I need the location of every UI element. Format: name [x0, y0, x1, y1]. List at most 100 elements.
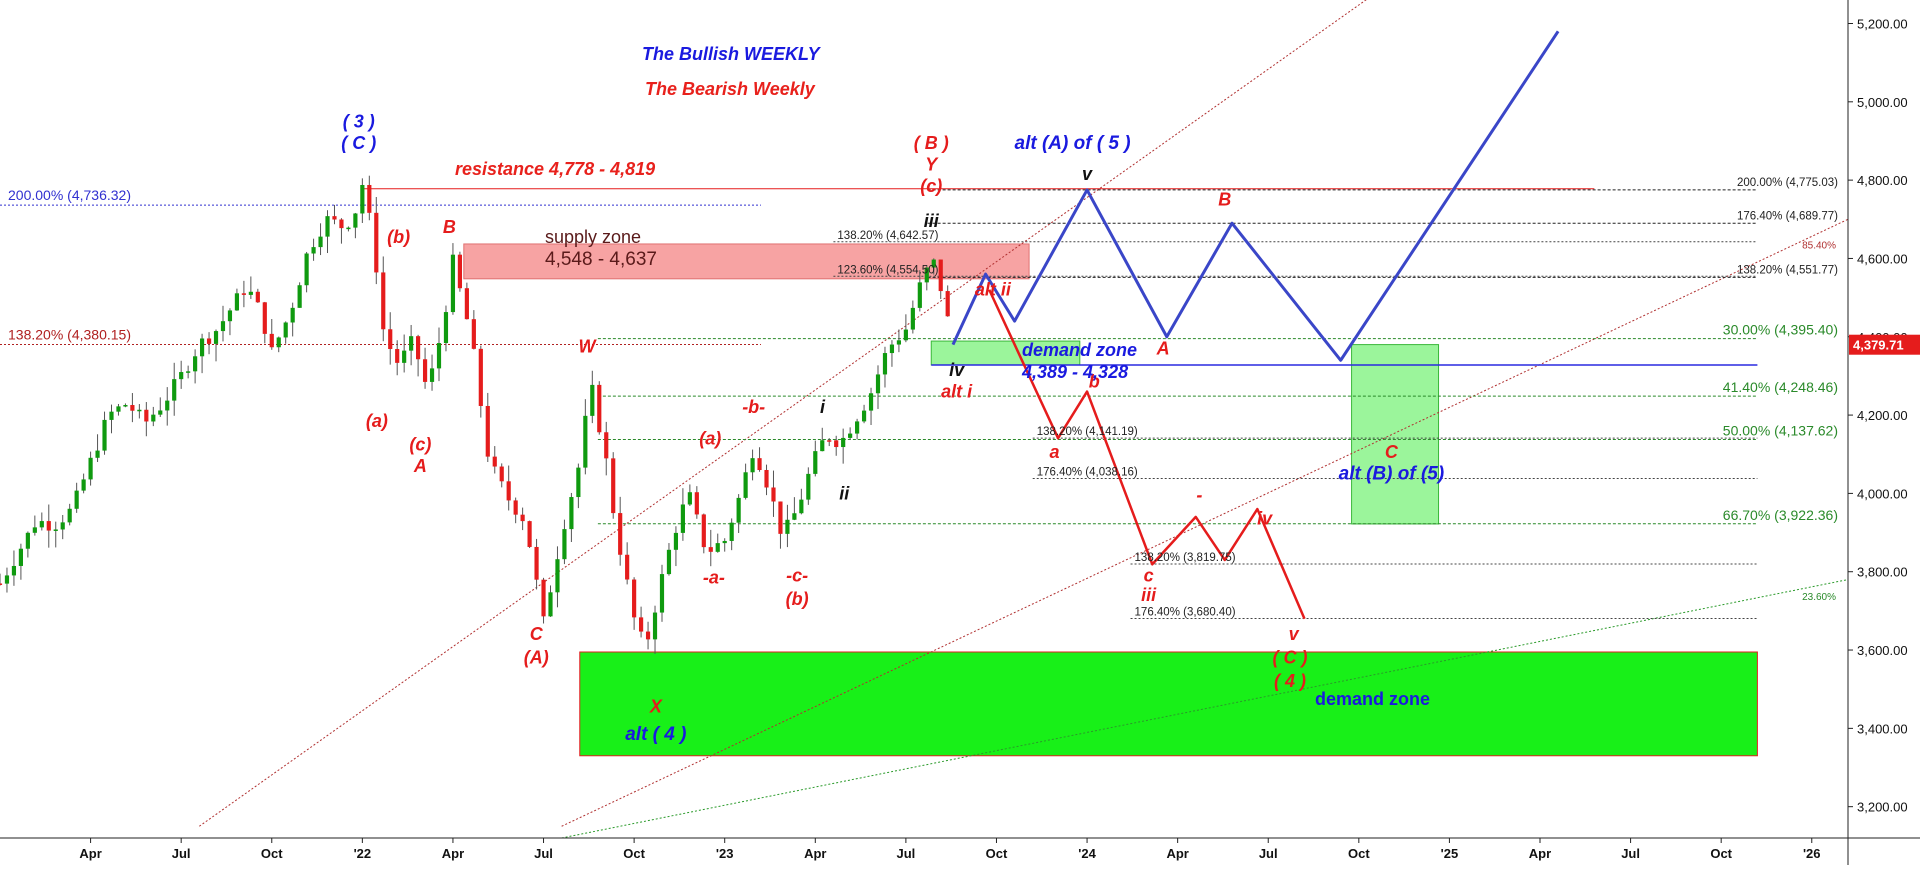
demand-zone-big: [579, 651, 1758, 757]
candle-body: [889, 344, 895, 354]
wave-label: (a): [699, 428, 721, 448]
candle-body: [471, 319, 476, 349]
x-tick-label: Oct: [986, 846, 1008, 861]
inner-level-label: 138.20% (4,141.19): [1037, 426, 1138, 438]
wave-label: -c-: [786, 566, 808, 586]
candle-body: [618, 513, 623, 555]
right-level-label: 138.20% (4,551.77): [1737, 264, 1838, 276]
y-tick-label: 3,400.00: [1857, 721, 1908, 736]
candle-body: [325, 216, 330, 237]
candle-body: [422, 359, 428, 382]
candle-body: [625, 554, 630, 580]
candle-body: [792, 513, 797, 520]
last-price-tag-text: 4,379.71: [1853, 338, 1904, 353]
wave-label: alt (B) of (5): [1339, 464, 1445, 485]
candle-body: [799, 499, 804, 514]
candle-body: [861, 410, 867, 422]
candle-body: [938, 259, 943, 292]
candle-body: [144, 409, 149, 422]
candle-body: [395, 349, 400, 363]
demand-zone-near-label: demand zone: [1022, 340, 1137, 360]
candle-body: [67, 508, 72, 523]
candle-body: [381, 272, 386, 330]
candle-body: [736, 497, 741, 523]
wave-label: iii: [1141, 585, 1157, 605]
candle-body: [555, 559, 560, 593]
candle-body: [520, 514, 525, 522]
candle-body: [841, 437, 846, 448]
demand-zone-big-label: demand zone: [1315, 689, 1430, 709]
wave-label: iv: [1257, 509, 1273, 529]
candle-body: [450, 254, 456, 313]
candle-body: [60, 522, 65, 530]
left-level-label: 200.00% (4,736.32): [8, 187, 131, 203]
candle-body: [367, 184, 372, 213]
candle-body: [492, 456, 497, 467]
demand-zone-near-range: 4,389 - 4,328: [1021, 362, 1128, 382]
candle-body: [234, 293, 240, 311]
supply-zone-range: 4,548 - 4,637: [545, 249, 657, 270]
candle-body: [896, 340, 902, 345]
candle-body: [694, 492, 699, 515]
candle-body: [53, 529, 58, 531]
wave-label: B: [443, 217, 456, 237]
candle-body: [590, 384, 595, 416]
wave-label: alt (A) of ( 5 ): [1015, 133, 1131, 154]
y-tick-label: 3,200.00: [1857, 800, 1908, 815]
candle-body: [673, 532, 679, 550]
candle-body: [339, 219, 344, 229]
candle-body: [457, 254, 462, 289]
trendline-upper: [199, 0, 1367, 827]
x-tick-label: Apr: [1166, 846, 1188, 861]
candle-body: [645, 631, 651, 640]
wave-label: -: [1196, 485, 1202, 505]
candle-body: [374, 212, 379, 273]
candle-body: [597, 384, 602, 433]
wave-label: (A): [524, 648, 549, 668]
y-tick-label: 4,000.00: [1857, 486, 1908, 501]
candle-body: [806, 473, 811, 500]
candle-body: [388, 329, 393, 350]
candle-body: [632, 579, 637, 618]
candle-body: [227, 310, 233, 322]
x-tick-label: Apr: [442, 846, 464, 861]
candle-body: [360, 184, 365, 214]
x-tick-label: Oct: [1348, 846, 1370, 861]
trendline-lower: [561, 218, 1849, 827]
x-tick-label: Jul: [896, 846, 915, 861]
wave-label: alt i: [941, 381, 973, 401]
candle-body: [541, 579, 546, 617]
candle-body: [583, 415, 588, 468]
wave-label: i: [820, 397, 826, 417]
wave-label: ( 4 ): [1274, 671, 1306, 691]
bull-projection-path: [951, 30, 1560, 362]
candle-body: [25, 532, 30, 549]
wave-label: ( C ): [341, 133, 376, 153]
candle-body: [687, 492, 692, 505]
paths-layer: [951, 30, 1560, 620]
candle-body: [311, 247, 316, 254]
candle-body: [269, 333, 274, 348]
candle-body: [910, 307, 915, 330]
right-level-label: 30.00% (4,395.40): [1723, 322, 1838, 338]
candle-body: [443, 312, 449, 344]
left-level-label: 138.20% (4,380.15): [8, 327, 131, 343]
candle-body: [32, 527, 37, 533]
resistance-label: resistance 4,778 - 4,819: [455, 159, 655, 179]
y-tick-label: 4,200.00: [1857, 408, 1908, 423]
x-tick-label: Apr: [804, 846, 826, 861]
x-tick-label: Jul: [534, 846, 553, 861]
candle-body: [4, 575, 10, 584]
candle-body: [827, 440, 832, 442]
candle-body: [764, 469, 769, 488]
candle-body: [18, 548, 23, 566]
candle-body: [917, 282, 922, 308]
candle-body: [102, 419, 107, 451]
candle-body: [262, 302, 267, 334]
candle-body: [611, 458, 616, 514]
wave-label: -a-: [703, 567, 725, 587]
candle-body: [11, 565, 17, 576]
candle-body: [478, 348, 483, 406]
chart-title: The Bullish WEEKLY: [642, 44, 822, 64]
candle-body: [297, 285, 302, 308]
